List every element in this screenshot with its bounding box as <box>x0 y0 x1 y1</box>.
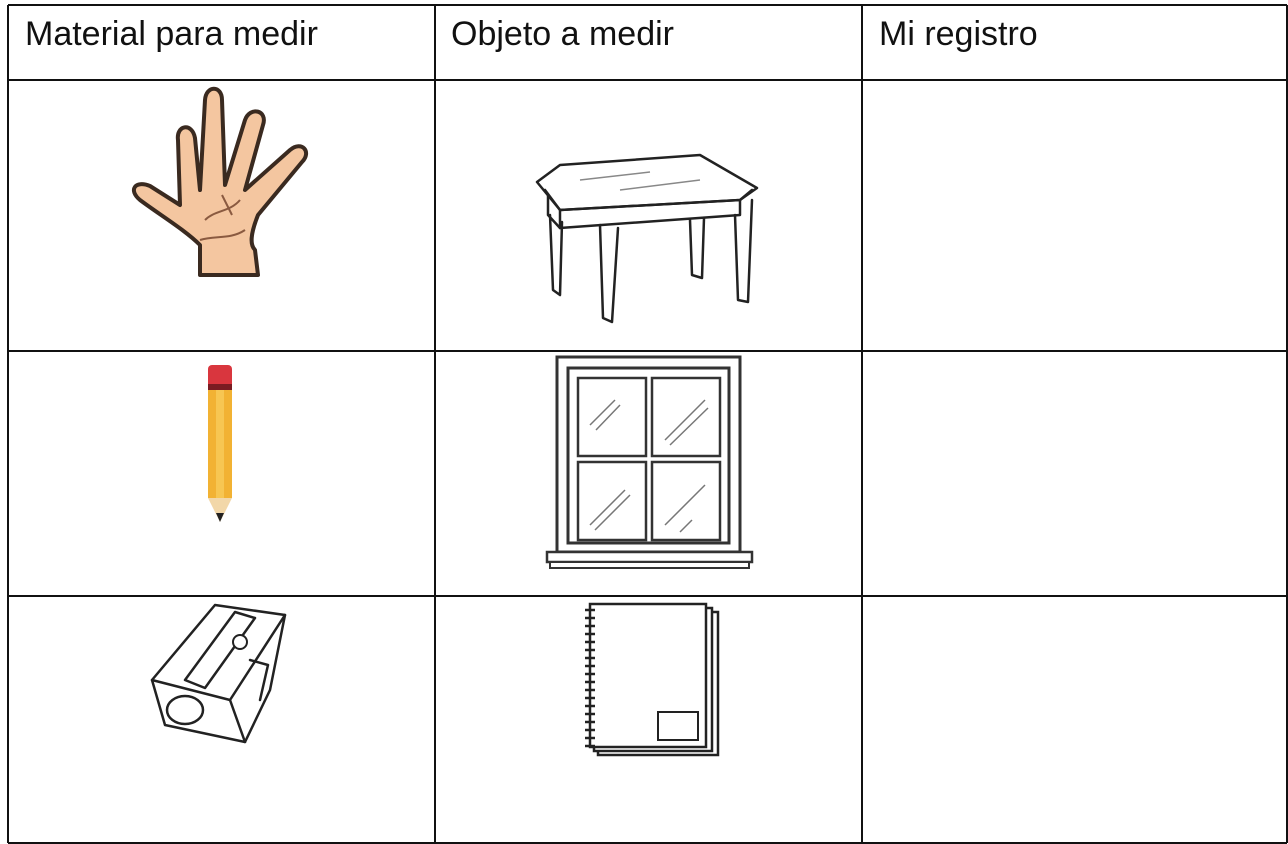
pencil-icon-part <box>216 513 224 522</box>
sharpener-icon-part <box>248 658 270 702</box>
hand-icon <box>131 86 309 277</box>
notebook-icon-part <box>585 608 595 748</box>
sharpener-icon <box>150 603 287 744</box>
sharpener-icon-part <box>228 698 247 744</box>
sharpener-icon-part <box>183 610 257 690</box>
table-grid <box>7 4 1288 844</box>
window-icon-part <box>589 399 709 533</box>
desk-icon-part <box>579 171 701 191</box>
window-icon <box>545 355 754 569</box>
pencil-icon-part <box>208 498 232 522</box>
desk-icon <box>535 153 759 324</box>
header-cell: Objeto a medir <box>451 15 674 53</box>
window-icon-part <box>549 561 750 569</box>
pencil-icon <box>208 365 232 522</box>
hand-icon-part <box>199 194 246 241</box>
window-icon-part <box>650 376 722 458</box>
hand-icon-part <box>131 86 309 277</box>
desk-icon-part <box>733 198 754 304</box>
sharpener-icon-part <box>150 603 287 744</box>
header-cell: Mi registro <box>879 15 1038 53</box>
notebook-icon-part <box>657 711 699 741</box>
sharpener-icon-part <box>165 694 205 726</box>
desk-icon-part <box>548 213 564 297</box>
desk-icon-part <box>546 193 562 230</box>
window-icon-part <box>650 460 722 542</box>
window-icon-part <box>576 460 648 542</box>
notebook-icon <box>585 602 720 757</box>
header-cell: Material para medir <box>25 15 318 53</box>
desk-icon-part <box>543 188 754 212</box>
desk-icon-part <box>558 198 742 230</box>
window-icon-part <box>576 376 648 458</box>
pencil-icon-part <box>208 384 232 390</box>
desk-icon-part <box>598 223 620 324</box>
pencil-icon-part <box>216 390 224 498</box>
window-icon-part <box>545 550 754 564</box>
sharpener-icon-part <box>232 634 248 650</box>
pencil-icon-part <box>208 365 232 390</box>
desk-icon-part <box>688 216 706 280</box>
